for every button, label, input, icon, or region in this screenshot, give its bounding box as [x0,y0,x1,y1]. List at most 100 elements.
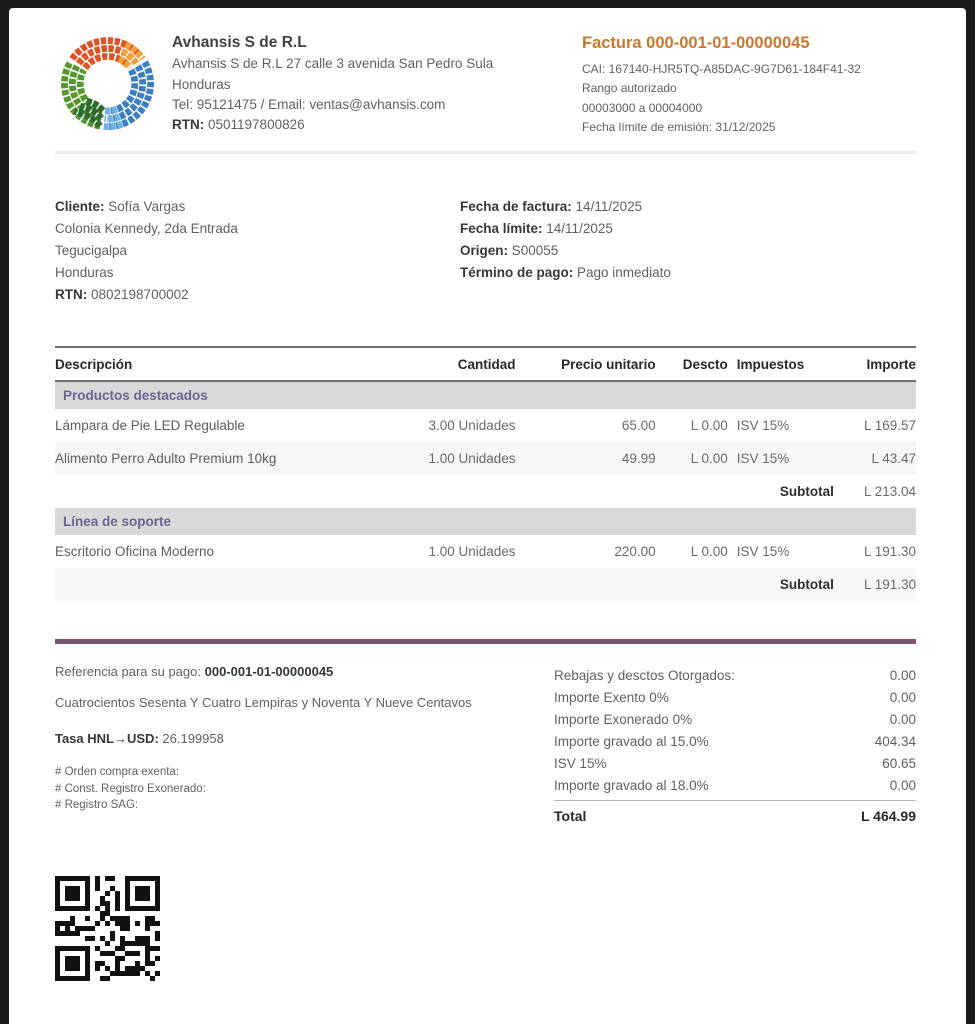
detail-value: Pago inmediato [573,265,671,281]
total-line-value: 0.00 [889,711,916,727]
table-row: Lámpara de Pie LED Regulable 3.00 Unidad… [55,409,916,442]
total-line: ISV 15% 60.65 [554,752,916,774]
customer-rtn-value: 0802198700002 [87,287,189,303]
detail-label: Fecha de factura: [460,198,572,214]
totals-divider [55,639,916,645]
customer-rtn: RTN: 0802198700002 [55,284,460,306]
cell-amount: L 169.57 [863,418,916,434]
subtotal-label: Subtotal [55,568,846,602]
col-header-impuestos: Impuestos [727,346,846,383]
parties-section: Cliente: Sofía Vargas Colonia Kennedy, 2… [55,196,916,307]
detail-label: Origen: [460,243,509,258]
detail-line: Fecha de factura: 14/11/2025 [460,196,916,218]
table-row: Escritorio Oficina Moderno 1.00 Unidades… [55,535,916,568]
cell-discount: L 0.00 [690,544,728,560]
exempt-registry-lines: # Orden compra exenta: # Const. Registro… [55,764,535,814]
customer-city: Tegucigalpa [55,243,128,258]
cell-taxes: ISV 15% [736,544,790,560]
table-header-row: Descripción Cantidad Precio unitario Des… [55,346,916,383]
amount-in-words: Cuatrocientos Sesenta Y Cuatro Lempiras … [55,694,472,710]
totals-block: Rebajas y desctos Otorgados: 0.00 Importe… [554,662,916,824]
cell-unit-price: 65.00 [621,418,656,434]
total-line-value: 0.00 [889,689,916,705]
total-line-label: ISV 15% [554,755,607,771]
invoice-emission-limit: Fecha límite de emisión: 31/12/2025 [582,120,776,135]
subtotal-row: Subtotal L 191.30 [55,568,916,602]
cell-taxes: ISV 15% [736,418,790,434]
section-row: Línea de soporte [55,508,916,536]
company-address-line2: Honduras [172,76,231,92]
header-divider [55,150,916,154]
subtotal-label: Subtotal [779,484,834,500]
payment-info-block: Referencia para su pago: 000-001-01-0000… [55,662,535,824]
cell-quantity: 1.00 Unidades [428,544,516,560]
cell-unit-price: 49.99 [515,442,656,476]
col-header-descto: Descto [655,346,728,383]
grand-total-value: L 464.99 [860,808,916,825]
company-address-line1: Avhansis S de R.L 27 calle 3 avenida San… [172,56,494,72]
customer-address1: Colonia Kennedy, 2da Entrada [55,220,238,236]
col-header-precio-unitario: Precio unitario [515,346,656,383]
cell-description: Lámpara de Pie LED Regulable [55,418,245,434]
col-header-descripcion: Descripción [55,346,386,383]
document-header: Avhansis S de R.L Avhansis S de R.L 27 c… [55,28,916,138]
cell-description: Alimento Perro Adulto Premium 10kg [55,442,386,476]
total-line-value: 0.00 [889,777,916,793]
section-row: Productos destacados [55,381,916,410]
company-rtn: RTN: 0501197800826 [172,115,493,135]
customer-block: Cliente: Sofía Vargas Colonia Kennedy, 2… [55,196,460,307]
company-contact: Tel: 95121475 / Email: ventas@avhansis.c… [172,96,446,112]
exchange-rate-value: 26.199958 [158,731,224,747]
invoice-cai: CAI: 167140-HJR5TQ-A85DAC-9G7D61-184F41-… [582,62,861,76]
company-block: Avhansis S de R.L Avhansis S de R.L 27 c… [55,28,493,138]
invoice-range-label: Rango autorizado [582,81,677,96]
detail-label: Fecha límite: [460,220,543,236]
total-line-value: 0.00 [889,667,916,683]
detail-line: Fecha límite: 14/11/2025 [460,218,916,240]
detail-label: Término de pago: [460,265,574,281]
customer-name-line: Cliente: Sofía Vargas [55,196,460,218]
exchange-rate-label: Tasa HNL→USD: [55,731,159,747]
detail-line: Término de pago: Pago inmediato [460,262,916,284]
total-line-label: Importe Exento 0% [554,689,669,705]
company-rtn-label: RTN: [172,117,205,132]
cell-amount: L 191.30 [863,544,916,560]
customer-label: Cliente: [55,198,105,214]
invoice-lines-table: Descripción Cantidad Precio unitario Des… [55,346,916,602]
invoice-meta-block: Factura 000-001-01-00000045 CAI: 167140-… [582,28,916,138]
subtotal-row: Subtotal L 213.04 [55,475,916,508]
total-line: Importe gravado al 18.0% 0.00 [554,774,916,796]
payment-reference-label: Referencia para su pago: [55,664,205,680]
detail-line: Origen: S00055 [460,240,916,262]
customer-country: Honduras [55,265,114,281]
customer-rtn-label: RTN: [55,287,88,303]
cell-quantity: 1.00 Unidades [385,442,516,476]
grand-total-line: Total L 464.99 [554,800,916,824]
total-line-label: Importe Exonerado 0% [554,711,693,727]
subtotal-amount: L 191.30 [845,568,916,602]
total-line: Rebajas y desctos Otorgados: 0.00 [554,664,916,686]
table-row: Alimento Perro Adulto Premium 10kg 1.00 … [55,442,916,476]
company-logo-icon [55,28,160,138]
subtotal-amount: L 213.04 [863,484,916,500]
total-line-label: Importe gravado al 18.0% [554,777,709,793]
total-line-value: 60.65 [882,755,916,771]
cell-description: Escritorio Oficina Moderno [55,544,215,560]
company-name: Avhansis S de R.L [172,34,307,51]
cell-taxes: ISV 15% [727,442,846,476]
cell-amount: L 43.47 [845,442,916,476]
exempt-line: # Const. Registro Exonerado: [55,782,206,795]
total-line-label: Rebajas y desctos Otorgados: [554,667,735,683]
section-label: Línea de soporte [55,508,916,536]
total-line-value: 404.34 [874,733,916,749]
exchange-rate: Tasa HNL→USD: 26.199958 [55,729,535,749]
detail-value: 14/11/2025 [571,198,643,214]
exempt-line: # Orden compra exenta: [55,765,180,778]
invoice-range-value: 00003000 a 00004000 [582,100,703,115]
detail-value: 14/11/2025 [542,220,613,236]
cell-quantity: 3.00 Unidades [428,418,516,434]
total-line-label: Importe gravado al 15.0% [554,733,709,749]
grand-total-label: Total [554,808,587,825]
invoice-lines-section: Descripción Cantidad Precio unitario Des… [55,346,916,602]
total-line: Importe gravado al 15.0% 404.34 [554,730,916,752]
